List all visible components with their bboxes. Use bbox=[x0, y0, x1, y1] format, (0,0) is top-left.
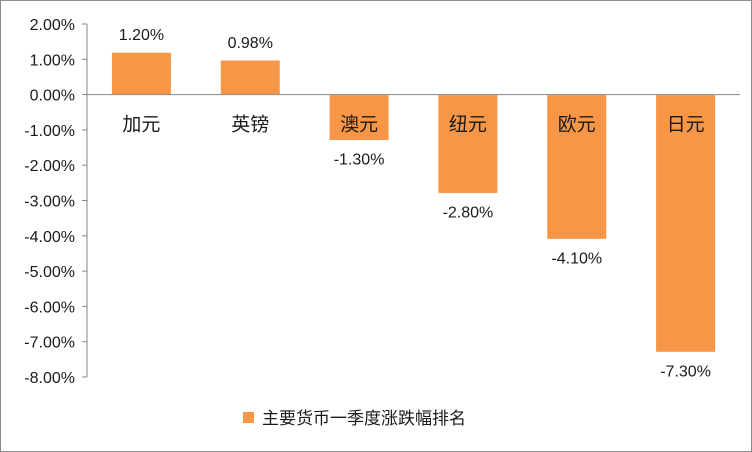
category-labels: 加元 英镑 澳元 纽元 欧元 日元 bbox=[122, 114, 704, 136]
data-labels: 1.20% 0.98% -1.30% -2.80% -4.10% -7.30% bbox=[119, 27, 711, 380]
category-label: 日元 bbox=[667, 114, 705, 136]
y-axis: 2.00% 1.00% 0.00% -1.00% -2.00% -3.00% -4.00% -… bbox=[24, 17, 88, 387]
y-tick-label: -4.00% bbox=[24, 229, 75, 246]
bar bbox=[437, 94, 499, 194]
category-label: 欧元 bbox=[558, 114, 596, 136]
legend-label: 主要货币一季度涨跌幅排名 bbox=[262, 409, 466, 429]
y-tick-label: -1.00% bbox=[24, 123, 75, 140]
y-tick-label: -5.00% bbox=[24, 264, 75, 281]
bars bbox=[110, 51, 717, 353]
y-tick-label: -8.00% bbox=[24, 370, 75, 387]
bar bbox=[110, 51, 172, 96]
data-label: -7.30% bbox=[660, 363, 711, 380]
category-label: 澳元 bbox=[340, 114, 378, 136]
data-label: -2.80% bbox=[443, 204, 494, 221]
category-label: 加元 bbox=[122, 114, 160, 136]
category-label: 英镑 bbox=[231, 114, 269, 136]
legend: 主要货币一季度涨跌幅排名 bbox=[243, 409, 466, 429]
y-tick-label: 0.00% bbox=[30, 88, 75, 105]
category-label: 纽元 bbox=[449, 114, 487, 136]
data-label: 0.98% bbox=[228, 35, 273, 52]
y-tick-label: 1.00% bbox=[30, 52, 75, 69]
y-tick-label: -6.00% bbox=[24, 299, 75, 316]
bar bbox=[219, 59, 281, 96]
data-label: 1.20% bbox=[119, 27, 164, 44]
y-tick-label: -2.00% bbox=[24, 158, 75, 175]
data-label: -4.10% bbox=[551, 250, 602, 267]
y-tick-label: -3.00% bbox=[24, 194, 75, 211]
y-tick-label: -7.00% bbox=[24, 335, 75, 352]
data-label: -1.30% bbox=[334, 151, 385, 168]
legend-swatch bbox=[243, 412, 254, 423]
y-tick-label: 2.00% bbox=[30, 17, 75, 34]
